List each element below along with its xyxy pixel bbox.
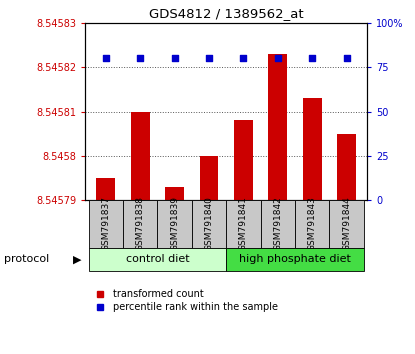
Bar [88,248,226,271]
Point [171,56,178,61]
Bar [269,54,287,200]
Bar [234,120,253,200]
Text: GSM791840: GSM791840 [205,196,213,251]
Text: GSM791843: GSM791843 [308,196,317,251]
Bar [88,200,123,248]
Bar [295,200,330,248]
Bar [123,200,157,248]
Text: protocol: protocol [4,254,49,264]
Bar [165,187,184,200]
Bar [131,112,149,200]
Bar [226,248,364,271]
Text: GSM791842: GSM791842 [273,196,282,251]
Point [240,56,247,61]
Bar [261,200,295,248]
Bar [157,200,192,248]
Bar [337,134,356,200]
Text: ▶: ▶ [73,254,81,264]
Text: GSM791841: GSM791841 [239,196,248,251]
Text: GSM791844: GSM791844 [342,196,351,251]
Text: GSM791839: GSM791839 [170,196,179,251]
Point [343,56,350,61]
Point [274,56,281,61]
Point [206,56,212,61]
Text: GSM791838: GSM791838 [136,196,145,251]
Bar [200,156,218,200]
Point [103,56,109,61]
Text: control diet: control diet [125,254,189,264]
Point [309,56,315,61]
Legend: transformed count, percentile rank within the sample: transformed count, percentile rank withi… [90,289,278,312]
Bar [96,178,115,200]
Text: high phosphate diet: high phosphate diet [239,254,351,264]
Bar [226,200,261,248]
Title: GDS4812 / 1389562_at: GDS4812 / 1389562_at [149,7,303,21]
Text: GSM791837: GSM791837 [101,196,110,251]
Bar [303,98,322,200]
Bar [330,200,364,248]
Point [137,56,144,61]
Bar [192,200,226,248]
